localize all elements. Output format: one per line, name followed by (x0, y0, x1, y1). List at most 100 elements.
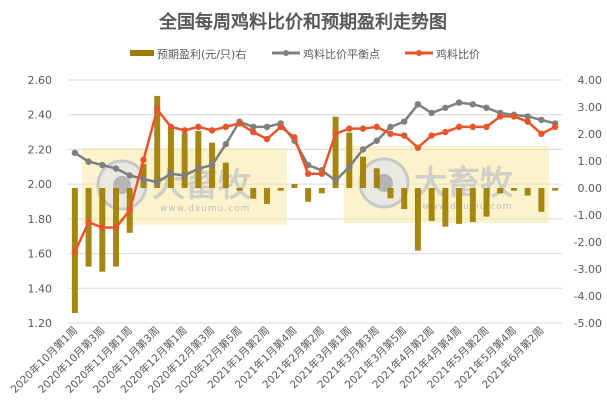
profit-bar (552, 188, 559, 191)
breakeven-point (208, 161, 216, 169)
right-tick-label: -4.00 (574, 290, 602, 303)
ratio-point (126, 206, 133, 214)
profit-bar (414, 188, 421, 251)
ratio-point (414, 144, 422, 151)
legend: 预期盈利(元/只)右 鸡料比价平衡点 鸡料比价 (130, 47, 480, 61)
legend-label-ratio: 鸡料比价 (436, 47, 480, 61)
ratio-point (483, 123, 490, 131)
left-tick-label: 1.60 (28, 248, 53, 261)
breakeven-point (524, 113, 531, 120)
profit-bar (181, 133, 188, 188)
profit-bar (538, 188, 545, 212)
breakeven-point (483, 104, 490, 111)
ratio-point (510, 113, 518, 120)
ratio-point (99, 224, 106, 231)
ratio-point (497, 113, 504, 120)
profit-bar (332, 116, 339, 188)
legend-marker-breakeven (283, 50, 289, 56)
legend-swatch-bar (130, 50, 154, 56)
profit-bar (373, 168, 380, 188)
profit-bar (305, 188, 312, 202)
left-tick-label: 2.60 (28, 74, 53, 87)
ratio-point (263, 135, 271, 143)
ratio-point (71, 248, 79, 256)
watermark-brand: 大畜牧 (152, 165, 252, 204)
right-tick-label: -1.00 (574, 209, 602, 222)
ratio-point (304, 170, 312, 177)
breakeven-point (359, 146, 367, 153)
profit-bar (167, 128, 174, 188)
breakeven-point (346, 163, 353, 170)
ratio-point (346, 125, 353, 132)
ratio-point (140, 156, 147, 164)
profit-bar (387, 188, 394, 199)
ratio-point (359, 125, 367, 132)
ratio-point (112, 224, 120, 231)
right-tick-label: 4.00 (578, 74, 603, 87)
ratio-point (400, 132, 408, 139)
ratio-point (236, 120, 243, 127)
breakeven-point (167, 170, 175, 177)
left-tick-label: 1.20 (28, 317, 53, 330)
ratio-point (524, 118, 531, 125)
profit-bar (250, 188, 257, 199)
left-tick-label: 1.40 (28, 282, 53, 295)
breakeven-point (71, 149, 79, 157)
ratio-point (442, 128, 449, 136)
left-tick-label: 2.40 (28, 109, 53, 122)
breakeven-point (85, 158, 92, 165)
profit-bar (195, 131, 202, 188)
right-tick-label: 1.00 (578, 155, 603, 168)
ratio-point (208, 127, 216, 134)
left-tick-label: 2.00 (28, 178, 53, 191)
breakeven-point (428, 109, 435, 117)
legend-marker-ratio (416, 50, 422, 56)
breakeven-point (455, 99, 463, 106)
breakeven-point (126, 172, 133, 179)
ratio-point (167, 123, 175, 131)
profit-bar (360, 156, 367, 188)
right-tick-label: -2.00 (574, 236, 602, 249)
breakeven-point (387, 123, 394, 131)
profit-bar (222, 162, 229, 188)
right-tick-label: -5.00 (574, 317, 602, 330)
ratio-point (222, 123, 230, 131)
legend-label-breakeven: 鸡料比价平衡点 (303, 47, 380, 61)
ratio-point (455, 123, 463, 131)
breakeven-point (153, 179, 161, 186)
ratio-point (195, 123, 202, 131)
breakeven-point (263, 123, 271, 131)
left-axis-ticks: 1.20 1.40 1.60 1.80 2.00 2.20 2.40 2.60 (28, 74, 53, 330)
profit-bar (346, 132, 353, 188)
breakeven-point (222, 141, 230, 148)
breakeven-point (414, 101, 422, 108)
ratio-point (85, 219, 92, 226)
watermark-url: www.dxumu.com (422, 202, 512, 212)
ratio-point (153, 106, 161, 113)
breakeven-point (195, 165, 202, 172)
breakeven-point (373, 137, 380, 144)
breakeven-point (538, 116, 545, 124)
ratio-point (551, 123, 559, 131)
profit-bar (483, 188, 490, 217)
ratio-point (291, 134, 298, 141)
profit-bar (291, 183, 298, 188)
breakeven-point (400, 118, 408, 125)
profit-bar (428, 188, 435, 221)
ratio-point (181, 127, 188, 134)
ratio-point (428, 132, 435, 139)
profit-bar (524, 188, 531, 196)
breakeven-point (112, 165, 120, 172)
ratio-point (373, 123, 380, 131)
right-tick-label: -3.00 (574, 263, 602, 276)
right-tick-label: 0.00 (578, 182, 603, 195)
profit-bar (154, 95, 161, 188)
profit-bar (401, 188, 408, 210)
legend-label-profit: 预期盈利(元/只)右 (157, 47, 246, 61)
breakeven-point (181, 172, 188, 179)
x-axis-labels: 2020年10月第1周2020年10月第3周2020年11月第1周2020年11… (8, 324, 547, 396)
breakeven-point (442, 104, 449, 111)
ratio-point (387, 130, 394, 138)
